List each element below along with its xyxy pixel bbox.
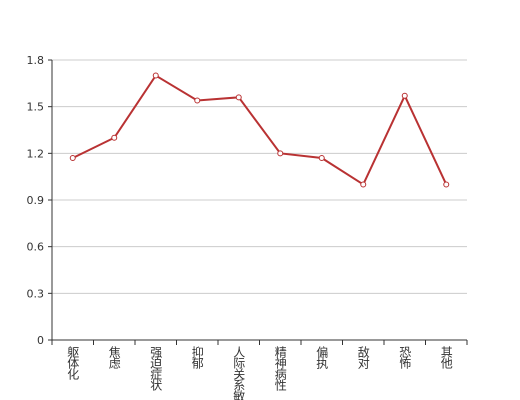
line xyxy=(72,74,448,186)
x-tick-label: 人际关系敏感 xyxy=(232,346,246,400)
y-tick-label: 1.2 xyxy=(27,147,45,160)
y-tick-label: 0.9 xyxy=(27,194,45,207)
y-tick-label: 0.3 xyxy=(27,287,45,300)
x-tick-label: 偏执 xyxy=(315,345,329,370)
point xyxy=(194,97,201,104)
x-tick-label: 强迫症状 xyxy=(149,346,163,391)
point xyxy=(277,150,284,157)
point xyxy=(443,181,450,188)
point xyxy=(360,181,367,188)
point xyxy=(152,72,159,79)
point xyxy=(401,92,408,99)
x-tick-label: 精神病性 xyxy=(273,346,287,392)
x-tick-label: 躯体化 xyxy=(66,345,80,381)
point xyxy=(69,155,76,161)
x-tick-label: 其他 xyxy=(439,346,453,369)
point xyxy=(235,94,242,101)
x-tick-label: 敌对 xyxy=(356,345,370,369)
y-tick-label: 1.5 xyxy=(27,101,45,114)
point xyxy=(111,134,118,141)
point xyxy=(318,155,325,161)
y-tick-label: 0 xyxy=(37,334,44,347)
x-tick-label: 抑郁 xyxy=(190,345,204,370)
y-tick-label: 0.6 xyxy=(27,241,45,254)
y-tick-label: 1.8 xyxy=(27,54,45,67)
x-tick-label: 焦虑 xyxy=(107,346,121,369)
x-tick-label: 恐怖 xyxy=(398,346,412,369)
